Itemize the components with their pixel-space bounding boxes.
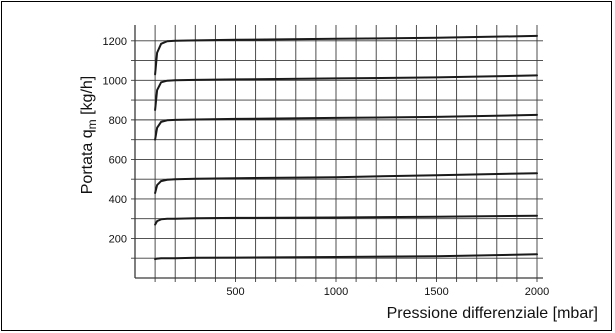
y-axis-title-unit: [kg/h] [79,76,96,120]
curve-1 [154,214,538,226]
curve-3 [154,113,538,141]
y-axis-title: Portata qm [kg/h] [79,76,99,195]
curve-0 [154,253,538,261]
grid [131,25,543,282]
curve-4 [154,74,538,111]
x-tick-label-0: 500 [226,286,244,298]
x-tick-label-2: 1500 [424,286,448,298]
y-tick-label-3: 800 [109,115,127,127]
curve-5 [154,34,538,76]
y-tick-labels: 200 400 600 800 1000 1200 [103,36,127,246]
y-tick-label-2: 600 [109,154,127,166]
y-axis-title-main: Portata q [79,129,96,194]
y-tick-label-0: 200 [109,233,127,245]
y-tick-label-5: 1200 [103,36,127,48]
y-axis-title-subscript: m [85,119,99,129]
x-tick-label-3: 2000 [525,286,549,298]
x-axis-title: Pressione differenziale [mbar] [387,305,598,322]
y-tick-label-1: 400 [109,194,127,206]
x-tick-label-1: 1000 [324,286,348,298]
y-tick-label-4: 1000 [103,75,127,87]
curves [154,34,538,261]
curve-2 [154,172,538,194]
x-tick-labels: 500 1000 1500 2000 [226,286,549,298]
